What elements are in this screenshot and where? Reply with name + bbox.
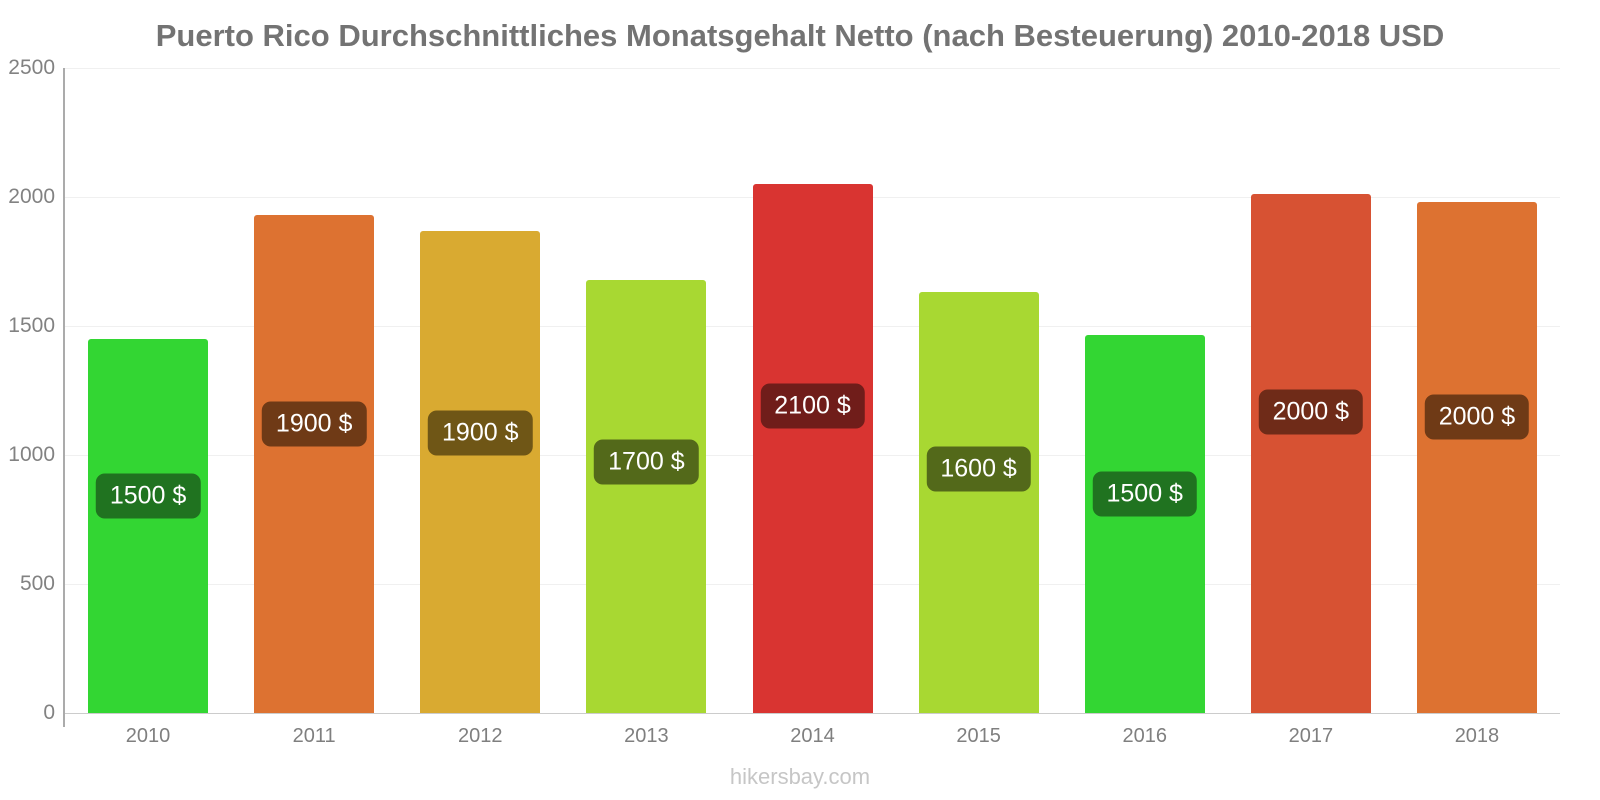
y-axis-label-1500: 1500 [8,314,55,337]
x-axis-line [65,713,1560,714]
y-axis-label-2000: 2000 [8,185,55,208]
y-axis-label-2500: 2500 [8,56,55,79]
bar-2013[interactable] [586,279,707,713]
y-axis-label-0: 0 [43,701,55,724]
bar-2018[interactable] [1416,202,1537,713]
gridline-2500 [65,68,1560,69]
x-axis-label-2010: 2010 [125,725,171,747]
bar-2010[interactable] [88,338,209,713]
y-axis-label-500: 500 [19,572,55,595]
y-axis-label-1000: 1000 [8,443,55,466]
bar-value-label-2010: 1500 $ [95,473,201,519]
x-axis-label-2015: 2015 [956,725,1001,747]
bar-2017[interactable] [1250,194,1371,713]
bar-2014[interactable] [752,184,873,713]
bar-value-label-2014: 2100 $ [760,383,865,429]
x-axis-label-2017: 2017 [1288,725,1334,747]
y-axis-line [63,68,65,727]
x-axis-label-2016: 2016 [1122,725,1167,747]
x-axis-label-2012: 2012 [458,725,503,747]
x-axis-label-2011: 2011 [292,725,336,747]
x-axis-label-2018: 2018 [1454,725,1500,747]
bar-2011[interactable] [254,215,375,713]
bar-2012[interactable] [420,230,541,713]
watermark: hikersbay.com [729,764,871,789]
plot-area: 1500 $ 1900 $ 1900 $ 1700 $ 2100 $ 1600 $ 1500… [63,68,1560,727]
bar-value-label-2011: 1900 $ [261,401,367,447]
x-axis-label-2013: 2013 [624,725,669,747]
bar-value-label-2017: 2000 $ [1258,389,1364,435]
bar-2016[interactable] [1084,335,1205,713]
bar-2015[interactable] [918,292,1039,713]
chart-title: Puerto Rico Durchschnittliches Monatsgeh… [155,18,1445,53]
bar-value-label-2015: 1600 $ [926,446,1031,492]
bar-value-label-2016: 1500 $ [1092,471,1197,517]
bar-value-label-2018: 2000 $ [1424,394,1530,440]
x-axis-label-2014: 2014 [790,725,835,747]
bar-value-label-2013: 1700 $ [594,439,699,485]
bar-value-label-2012: 1900 $ [428,410,533,456]
